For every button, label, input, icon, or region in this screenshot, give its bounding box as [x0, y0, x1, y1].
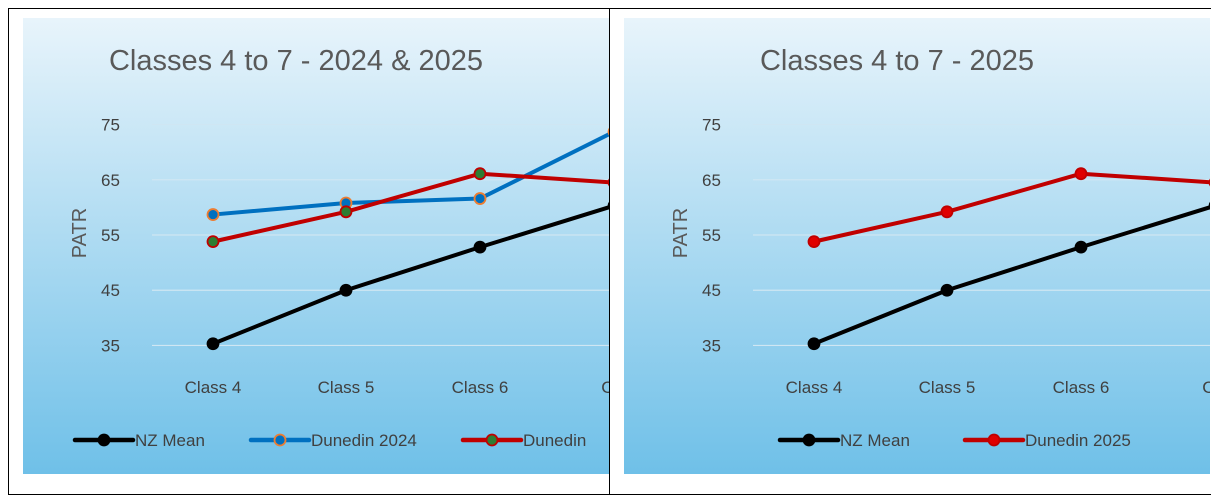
y-tick-label-45: 45 [702, 281, 721, 300]
data-point-dunedin-2025-0 [807, 235, 821, 249]
legend-label-nz-mean: NZ Mean [840, 431, 910, 450]
data-point-dunedin-2025-0 [206, 235, 220, 249]
data-point-nz-mean-2 [1074, 240, 1088, 254]
line-chart-0: Classes 4 to 7 - 2024 & 2025 PATR 35 45 55 65… [23, 18, 609, 474]
legend-marker-dunedin-2025 [987, 433, 1001, 447]
legend-label-dunedin-2025: Dunedin 2025 [1025, 431, 1131, 450]
data-point-dunedin-2024-2 [473, 192, 487, 205]
data-point-nz-mean-1 [940, 283, 954, 297]
x-tick-label-1: Class 5 [318, 378, 375, 397]
y-axis-label: PATR [670, 208, 692, 258]
x-tick-label-1: Class 5 [919, 378, 976, 397]
y-tick-label-75: 75 [702, 116, 721, 135]
y-tick-label-65: 65 [702, 171, 721, 190]
chart-background [23, 18, 609, 474]
chart-background [624, 18, 1210, 474]
legend-marker-dunedin-2025 [485, 433, 499, 447]
series-line-dunedin-2024 [211, 132, 609, 217]
data-point-nz-mean-0 [807, 337, 821, 351]
data-point-nz-mean-2 [473, 240, 487, 254]
data-point-nz-mean-0 [206, 337, 220, 351]
x-tick-label-0: Class 4 [185, 378, 242, 397]
legend-marker-nz-mean [97, 433, 111, 447]
series-line-dunedin-2025 [812, 171, 1210, 244]
y-tick-label-35: 35 [702, 336, 721, 355]
data-point-dunedin-2024-0 [206, 208, 220, 221]
chart-panel-2025: Classes 4 to 7 - 2025 PATR 35 45 55 65 75 Class… [624, 18, 1210, 474]
legend-label-dunedin-2024: Dunedin 2024 [311, 431, 417, 450]
legend-label-dunedin-2025: Dunedin [523, 431, 586, 450]
table-cell-right: Classes 4 to 7 - 2025 PATR 35 45 55 65 75 Class… [609, 8, 1211, 495]
data-point-dunedin-2025-1 [339, 205, 353, 219]
line-chart-1: Classes 4 to 7 - 2025 PATR 35 45 55 65 75 Class… [624, 18, 1210, 474]
data-point-dunedin-2025-1 [940, 205, 954, 219]
series-line-nz-mean [812, 205, 1210, 346]
x-tick-label-3: Cla [601, 378, 609, 397]
x-tick-label-3: Cla [1202, 378, 1210, 397]
x-tick-label-2: Class 6 [452, 378, 509, 397]
chart-panel-2024-2025: Classes 4 to 7 - 2024 & 2025 PATR 35 45 55 65… [23, 18, 609, 474]
data-point-dunedin-2025-2 [1074, 167, 1088, 181]
data-point-nz-mean-3 [607, 201, 609, 210]
legend-label-nz-mean: NZ Mean [135, 431, 205, 450]
y-tick-label-55: 55 [702, 226, 721, 245]
data-point-dunedin-2024-3 [607, 127, 609, 136]
y-tick-label-45: 45 [101, 281, 120, 300]
legend-marker-dunedin-2024 [273, 433, 287, 447]
data-point-dunedin-2025-3 [607, 178, 609, 187]
y-tick-label-65: 65 [101, 171, 120, 190]
y-tick-label-35: 35 [101, 336, 120, 355]
table-cell-left: Classes 4 to 7 - 2024 & 2025 PATR 35 45 55 65… [8, 8, 610, 495]
y-axis-label: PATR [69, 208, 91, 258]
chart-title: Classes 4 to 7 - 2025 [760, 45, 1034, 77]
data-point-dunedin-2025-3 [1208, 178, 1210, 187]
x-tick-label-2: Class 6 [1053, 378, 1110, 397]
x-tick-label-0: Class 4 [786, 378, 843, 397]
data-point-nz-mean-3 [1208, 201, 1210, 210]
series-line-dunedin-2025 [211, 171, 609, 244]
legend-marker-nz-mean [802, 433, 816, 447]
data-point-nz-mean-1 [339, 283, 353, 297]
series-line-nz-mean [211, 205, 609, 346]
y-tick-label-75: 75 [101, 116, 120, 135]
chart-title: Classes 4 to 7 - 2024 & 2025 [109, 45, 483, 77]
y-tick-label-55: 55 [101, 226, 120, 245]
data-point-dunedin-2025-2 [473, 167, 487, 181]
